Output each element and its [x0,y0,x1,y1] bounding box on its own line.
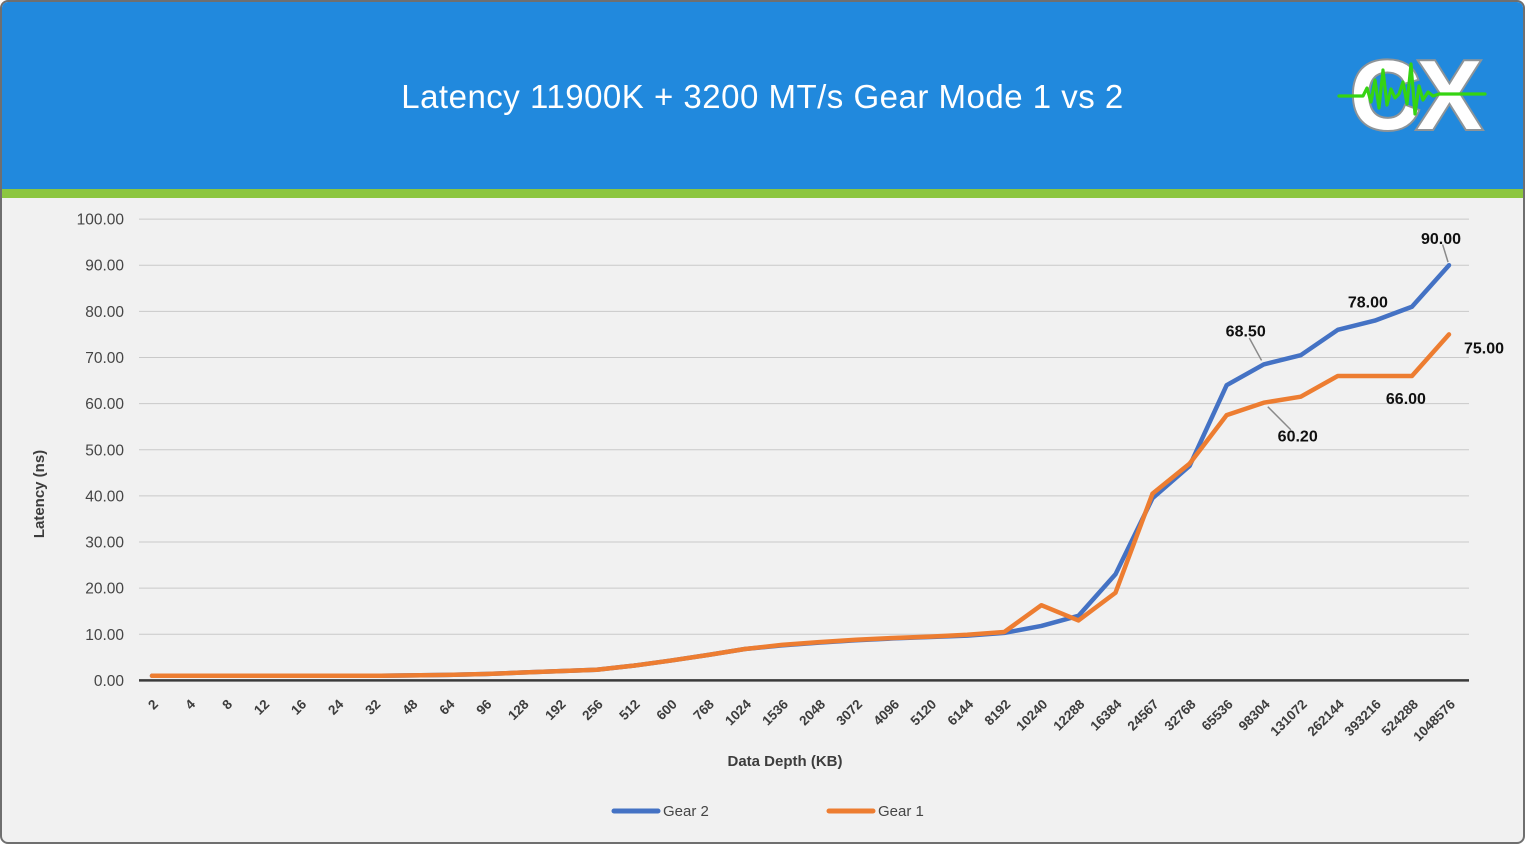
x-axis-tick-label: 768 [690,696,717,723]
x-axis-tick-label: 24 [325,696,347,718]
annotation-leader-line [1248,337,1263,361]
x-axis-tick-label: 393216 [1342,696,1385,739]
x-axis-tick-label: 3072 [833,697,865,729]
y-axis-tick-label: 40.00 [85,488,124,505]
x-axis-tick-label: 192 [542,697,569,724]
x-axis-tick-label: 1536 [759,696,791,728]
x-axis-title: Data Depth (KB) [728,753,843,770]
x-axis-tick-label: 262144 [1304,696,1347,739]
y-axis-tick-label: 90.00 [85,258,124,275]
x-axis-tick-label: 64 [436,696,458,718]
x-axis-tick-label: 16 [288,696,310,718]
chart-title: Latency 11900K + 3200 MT/s Gear Mode 1 v… [401,78,1124,115]
y-axis-tick-label: 0.00 [94,673,125,690]
series-line-gear-1 [149,332,1452,679]
x-axis-tick-label: 4096 [870,696,902,728]
x-axis-tick-label: 65536 [1199,696,1236,733]
x-axis-tick-label: 512 [616,697,643,724]
x-axis-tick-label: 16384 [1087,696,1124,733]
x-axis-tick-label: 1048576 [1410,696,1458,744]
x-axis-tick-label: 12288 [1050,696,1087,733]
x-axis-tick-label: 2048 [796,696,828,728]
x-axis-tick-label: 1024 [722,696,754,728]
cx-logo: CX [1337,42,1488,150]
x-axis-tick-label: 6144 [945,696,977,728]
data-label-gear-2-393216: 78.00 [1348,295,1388,312]
data-label-gear-1-524288: 66.00 [1386,391,1426,408]
y-axis-tick-label: 60.00 [85,396,124,413]
x-axis-tick-label: 32 [362,697,383,718]
y-axis-tick-label: 20.00 [85,581,124,598]
x-axis-tick-label: 4 [182,696,198,712]
chart-header [2,2,1523,189]
data-label-gear-1-1048576: 75.00 [1464,340,1504,357]
y-axis-tick-label: 30.00 [85,535,124,552]
logo-waveform-icon [1337,62,1487,116]
x-axis-tick-label: 96 [473,696,495,718]
x-axis-tick-label: 5120 [907,697,939,729]
y-axis-tick-label: 70.00 [85,350,124,367]
data-label-gear-1-98304: 60.20 [1278,429,1318,446]
y-axis-tick-label: 100.00 [77,212,125,229]
legend-label-gear-1: Gear 1 [878,803,924,820]
x-axis-tick-label: 131072 [1267,697,1309,739]
x-axis-tick-label: 8192 [982,697,1014,729]
x-axis-tick-label: 8 [219,696,235,712]
annotation-leader-line [1441,244,1449,263]
y-axis-tick-label: 80.00 [85,304,124,321]
y-axis-title: Latency (ns) [31,450,48,538]
header-green-stripe [2,189,1523,198]
legend-label-gear-2: Gear 2 [663,803,709,820]
y-axis-tick-label: 10.00 [85,627,124,644]
x-axis-tick-label: 2 [145,697,161,713]
data-label-gear-2-98304: 68.50 [1226,323,1266,340]
data-label-gear-2-1048576: 90.00 [1421,231,1461,248]
x-axis-tick-label: 24567 [1125,697,1162,734]
x-axis-tick-label: 12 [251,697,272,718]
x-axis-tick-label: 600 [653,697,680,724]
x-axis-tick-label: 32768 [1162,696,1199,733]
x-axis-tick-label: 256 [579,696,606,723]
y-axis-tick-label: 50.00 [85,442,124,459]
annotation-leader-line [1267,406,1292,431]
x-axis-tick-label: 48 [399,696,421,718]
x-axis-tick-label: 10240 [1013,697,1050,734]
x-axis-tick-label: 128 [505,696,532,723]
